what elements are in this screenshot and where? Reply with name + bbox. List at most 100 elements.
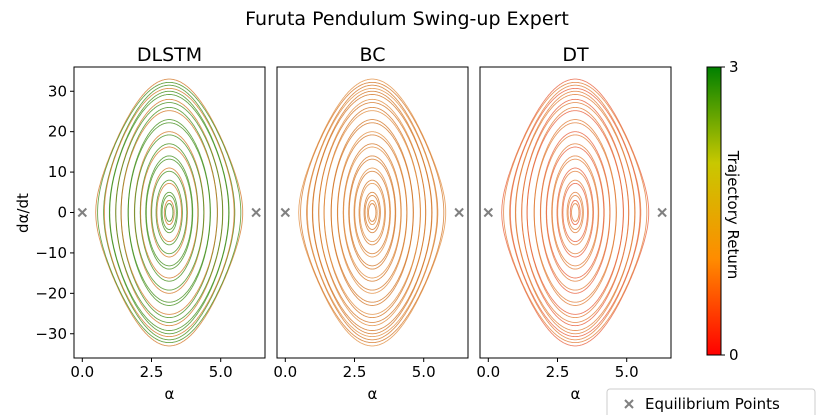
- trajectory-line: [330, 119, 414, 306]
- legend-box: [606, 388, 816, 415]
- panel-title: DLSTM: [137, 44, 202, 66]
- colorbar-max-label: 3: [729, 58, 739, 76]
- x-axis-label: α: [571, 385, 581, 403]
- trajectory-line: [133, 131, 205, 294]
- y-tick-label: −10: [35, 244, 67, 262]
- trajectory-line: [348, 155, 397, 270]
- trajectory-line: [103, 84, 236, 341]
- legend-label: Equilibrium Points: [645, 395, 780, 413]
- trajectory-line: [557, 170, 594, 255]
- colorbar-label: Trajectory Return: [724, 150, 742, 280]
- trajectory-line: [521, 102, 630, 323]
- colorbar-min-label: 0: [729, 346, 739, 364]
- y-axis-label: dα/dt: [14, 193, 32, 233]
- trajectory-line: [353, 167, 391, 258]
- trajectory-line: [140, 146, 199, 279]
- panel-dt: DT 0.0 2.5 5.0 α: [476, 44, 672, 403]
- trajectory-line: [160, 191, 178, 234]
- trajectory-line: [348, 158, 396, 267]
- trajectory-line: [551, 158, 599, 267]
- trajectory-line: [318, 102, 427, 323]
- trajectory-line: [342, 143, 402, 282]
- trajectory-line: [163, 199, 175, 226]
- x-axis-label: α: [165, 385, 175, 403]
- trajectory-line: [150, 167, 188, 258]
- y-tick-label: −20: [35, 284, 67, 302]
- trajectory-line: [115, 102, 224, 323]
- equilibrium-point-marker: [483, 207, 494, 218]
- y-tick-label: 30: [48, 82, 67, 100]
- trajectory-line: [539, 131, 611, 294]
- x-tick-label: 0.0: [476, 363, 500, 381]
- trajectory-line: [368, 203, 377, 222]
- trajectory-line: [566, 191, 584, 234]
- panels: DLSTM 0.0 2.5 5.0 α 30 20 10 0 −10 −20 −30 BC 0.0 2.5 5…: [35, 44, 672, 403]
- trajectory-line: [366, 199, 378, 226]
- trajectory-line: [139, 143, 199, 282]
- panel-dlstm: DLSTM 0.0 2.5 5.0 α 30 20 10 0 −10 −20 −30: [35, 44, 266, 403]
- equilibrium-point-marker: [251, 207, 261, 218]
- trajectory-line: [533, 119, 617, 306]
- trajectory-line: [145, 155, 194, 270]
- trajectory-line: [337, 134, 408, 291]
- trajectory-line: [571, 203, 580, 222]
- panel-title: DT: [562, 44, 589, 66]
- equilibrium-point-marker: [657, 207, 667, 218]
- trajectory-line: [359, 182, 385, 243]
- trajectories: [95, 78, 244, 347]
- trajectory-line: [306, 87, 438, 338]
- trajectory-line: [526, 110, 624, 315]
- trajectory-line: [364, 195, 380, 230]
- trajectory-line: [556, 167, 594, 258]
- trajectory-line: [312, 94, 433, 331]
- y-tick-label: 10: [48, 163, 67, 181]
- trajectory-line: [509, 87, 641, 338]
- trajectory-line: [343, 146, 402, 279]
- x-tick-label: 2.5: [343, 363, 367, 381]
- trajectory-line: [115, 98, 224, 327]
- trajectory-line: [306, 84, 439, 341]
- trajectory-line: [545, 143, 605, 282]
- equilibrium-point-marker: [280, 207, 291, 218]
- trajectory-line: [95, 78, 244, 347]
- trajectory-line: [318, 98, 427, 327]
- trajectory-line: [120, 106, 218, 319]
- trajectory-line: [358, 179, 386, 246]
- trajectory-line: [503, 81, 648, 344]
- y-tick-label: 0: [57, 204, 67, 222]
- trajectory-line: [561, 179, 589, 246]
- y-tick-label: −30: [35, 325, 67, 343]
- trajectory-line: [97, 81, 242, 344]
- trajectory-line: [515, 94, 636, 331]
- x-tick-label: 5.0: [615, 363, 639, 381]
- trajectory-line: [569, 199, 581, 226]
- trajectory-line: [134, 134, 205, 291]
- legend-marker-x-icon: [624, 399, 634, 409]
- trajectory-line: [323, 110, 421, 315]
- trajectory-line: [330, 122, 414, 303]
- trajectory-line: [156, 182, 182, 243]
- trajectories: [298, 78, 447, 347]
- trajectory-line: [145, 158, 193, 267]
- trajectory-line: [155, 179, 183, 246]
- x-tick-label: 2.5: [140, 363, 164, 381]
- legend: Equilibrium Points: [606, 388, 816, 415]
- trajectory-line: [567, 195, 583, 230]
- trajectory-line: [354, 170, 391, 255]
- trajectory-line: [521, 98, 630, 327]
- trajectory-line: [562, 182, 588, 243]
- x-tick-label: 5.0: [412, 363, 436, 381]
- trajectory-line: [363, 191, 381, 234]
- trajectory-line: [103, 87, 235, 338]
- trajectories: [501, 78, 650, 347]
- trajectory-line: [546, 146, 605, 279]
- panel-title: BC: [360, 44, 386, 66]
- trajectory-line: [501, 78, 650, 347]
- trajectory-line: [336, 131, 408, 294]
- x-tick-label: 2.5: [546, 363, 570, 381]
- equilibrium-point-marker: [454, 207, 464, 218]
- x-tick-label: 5.0: [209, 363, 233, 381]
- trajectory-line: [127, 119, 211, 306]
- trajectory-line: [109, 94, 230, 331]
